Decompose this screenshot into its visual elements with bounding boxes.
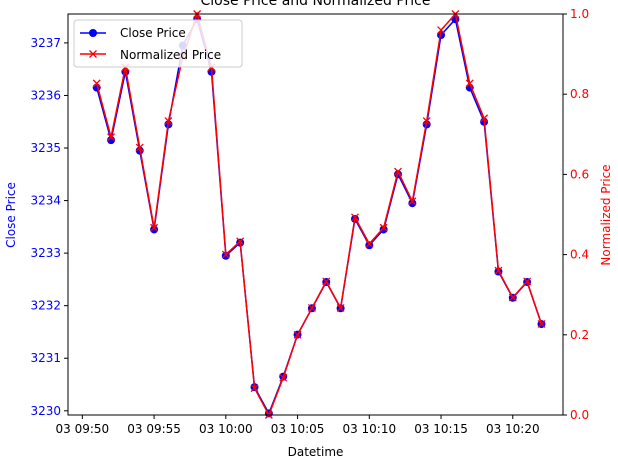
normalized-price-point bbox=[307, 303, 316, 312]
y-right-tick-label: 0.4 bbox=[570, 248, 589, 262]
normalized-price-point bbox=[92, 79, 101, 88]
normalized-price-point bbox=[236, 237, 245, 246]
y-right-tick-label: 0.8 bbox=[570, 87, 589, 101]
y-right-tick-label: 0.2 bbox=[570, 328, 589, 342]
y-left-tick-label: 3235 bbox=[30, 141, 61, 155]
close-price-point bbox=[408, 199, 417, 208]
x-tick-label: 03 10:15 bbox=[414, 422, 468, 436]
y-axis-left: 3230 3231 3232 3233 3234 3235 3236 3237 bbox=[30, 36, 68, 418]
normalized-price-point bbox=[394, 167, 402, 176]
normalized-price-point bbox=[408, 197, 417, 206]
close-price-point bbox=[107, 136, 116, 145]
normalized-price-point bbox=[279, 373, 288, 382]
normalized-price-point bbox=[350, 213, 359, 222]
y-axis-left-label: Close Price bbox=[4, 182, 18, 248]
normalized-price-point bbox=[537, 320, 546, 328]
normalized-price-point bbox=[164, 117, 173, 126]
normalized-price-point bbox=[379, 223, 388, 232]
plot-area bbox=[92, 10, 546, 419]
chart-title: Close Price and Normalized Price bbox=[201, 0, 431, 9]
legend-normalized-label: Normalized Price bbox=[120, 48, 221, 62]
y-axis-right-label: Normalized Price bbox=[599, 164, 613, 265]
normalized-price-point bbox=[107, 133, 116, 142]
x-tick-label: 03 10:20 bbox=[486, 422, 540, 436]
y-left-tick-label: 3233 bbox=[30, 246, 61, 260]
x-tick-label: 03 09:50 bbox=[56, 422, 110, 436]
legend-normalized-marker bbox=[89, 50, 97, 58]
y-left-tick-label: 3237 bbox=[30, 36, 61, 50]
normalized-price-point bbox=[494, 266, 503, 275]
normalized-price-point bbox=[480, 114, 489, 123]
normalized-price-point bbox=[508, 293, 517, 302]
normalized-price-point bbox=[437, 26, 446, 34]
y-left-tick-label: 3232 bbox=[30, 299, 61, 313]
close-price-line bbox=[95, 17, 543, 416]
y-left-tick-label: 3231 bbox=[30, 351, 61, 365]
normalized-price-line bbox=[95, 11, 543, 417]
legend: Close Price Normalized Price bbox=[73, 19, 243, 68]
normalized-price-point bbox=[465, 79, 474, 88]
close-price-point bbox=[437, 31, 446, 40]
legend-close-label: Close Price bbox=[120, 26, 186, 40]
y-left-tick-label: 3230 bbox=[30, 404, 61, 418]
normalized-price-point bbox=[322, 277, 331, 286]
close-price-point bbox=[150, 225, 159, 234]
normalized-price-point bbox=[293, 330, 302, 339]
normalized-price-point bbox=[422, 117, 431, 126]
x-axis-label: Datetime bbox=[288, 445, 344, 459]
x-tick-label: 03 10:10 bbox=[342, 422, 396, 436]
y-left-tick-label: 3234 bbox=[30, 194, 61, 208]
plot-frame bbox=[67, 13, 564, 416]
normalized-price-point bbox=[523, 277, 532, 286]
normalized-price-point bbox=[365, 239, 374, 248]
x-axis: 03 09:50 03 09:55 03 10:00 03 10:05 03 10:10… bbox=[56, 415, 540, 436]
y-right-tick-label: 0.6 bbox=[570, 167, 589, 181]
normalized-price-point bbox=[336, 303, 345, 312]
y-axis-right: 0.0 0.2 0.4 0.6 0.8 1.0 bbox=[563, 7, 589, 422]
normalized-price-point bbox=[221, 250, 230, 259]
y-right-tick-label: 1.0 bbox=[570, 7, 589, 21]
x-tick-label: 03 10:05 bbox=[271, 422, 325, 436]
normalized-price-point bbox=[135, 143, 144, 152]
legend-box bbox=[73, 19, 243, 68]
close-price-point bbox=[379, 225, 388, 234]
x-tick-label: 03 10:00 bbox=[199, 422, 253, 436]
y-left-tick-label: 3236 bbox=[30, 88, 61, 102]
legend-close-marker bbox=[89, 29, 97, 37]
x-tick-label: 03 09:55 bbox=[127, 422, 181, 436]
normalized-price-point bbox=[250, 384, 259, 393]
close-price-point bbox=[365, 241, 374, 250]
y-right-tick-label: 0.0 bbox=[570, 408, 589, 422]
normalized-price-point bbox=[150, 223, 159, 232]
